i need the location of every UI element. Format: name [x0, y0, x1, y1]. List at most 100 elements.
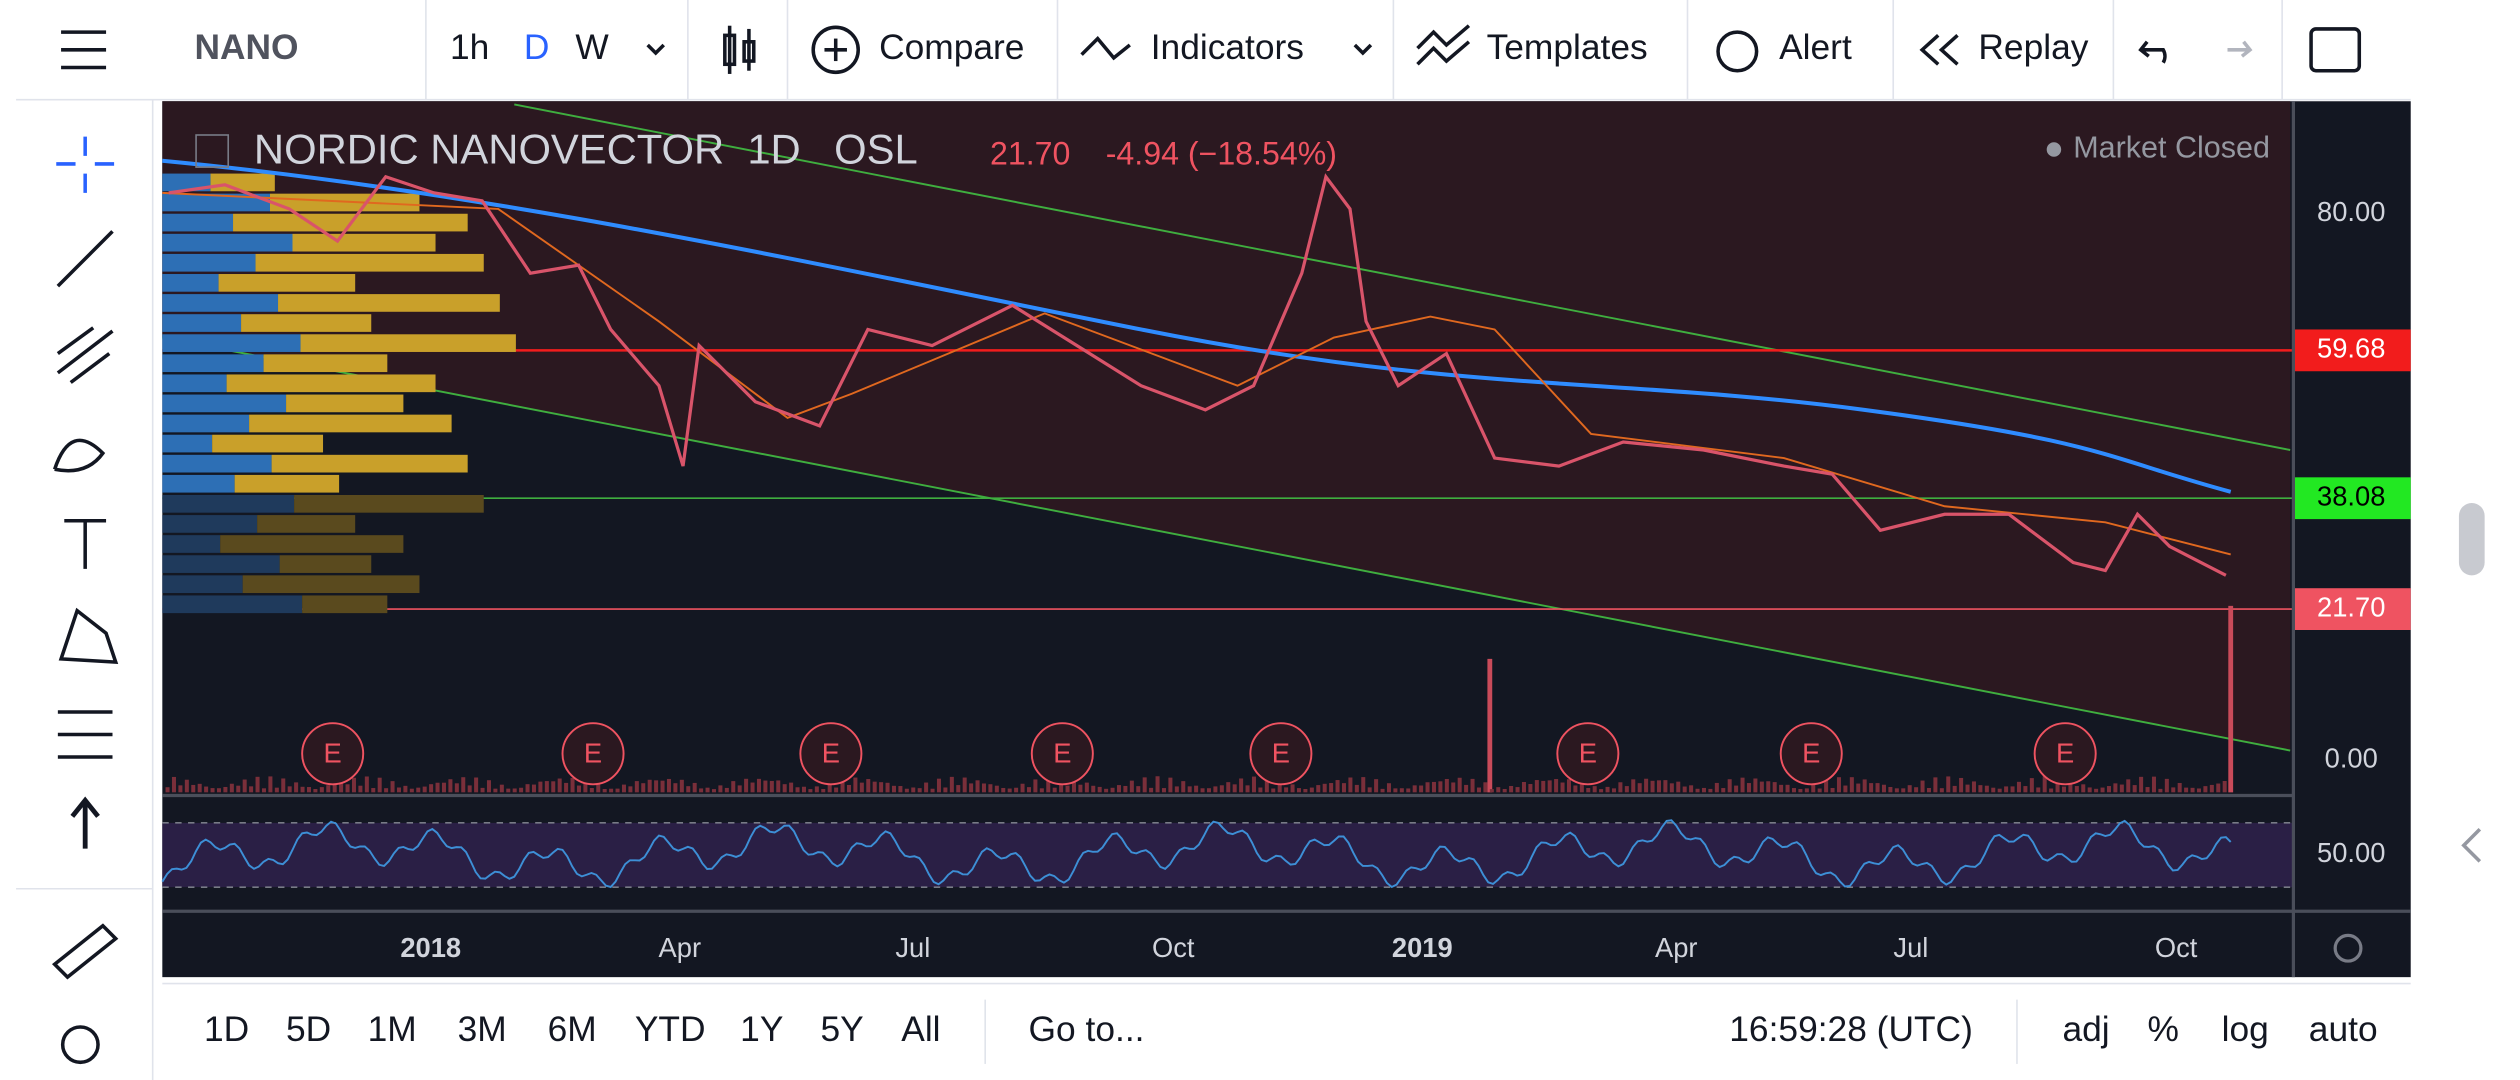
volume-bar	[493, 788, 498, 793]
undo-icon[interactable]	[2138, 40, 2167, 64]
symbol-exchange[interactable]: OSL	[834, 126, 918, 173]
alert-icon[interactable]	[1716, 30, 1759, 73]
volume-bar	[1284, 787, 1289, 793]
volume-bar	[2004, 786, 2009, 793]
toolbar-button[interactable]: Indicators	[1151, 28, 1304, 67]
interval-dropdown[interactable]	[646, 43, 666, 56]
scale-option[interactable]: auto	[2309, 1010, 2378, 1049]
volume-bar	[2151, 776, 2156, 793]
volume-bar	[1605, 786, 1610, 793]
range-button[interactable]: 3M	[458, 1010, 507, 1049]
fullscreen-icon[interactable]	[2309, 27, 2362, 73]
volume-bar	[988, 784, 993, 793]
volume-bar	[2055, 777, 2060, 793]
volume-bar	[1239, 778, 1244, 793]
volume-bar	[564, 782, 569, 793]
time-label: Apr	[1655, 932, 1698, 963]
interval[interactable]: D	[524, 28, 550, 67]
volume-bar	[377, 777, 382, 793]
drawing-tools[interactable]	[51, 136, 119, 1065]
scrollbar[interactable]	[2458, 503, 2485, 576]
goto-button[interactable]: Go to...	[1029, 1010, 1145, 1049]
collapse-icon[interactable]	[2461, 828, 2482, 863]
volume-bar	[1708, 788, 1713, 793]
time-axis: 2018 Apr Jul Oct 2019 Apr Jul Oct	[400, 932, 2197, 963]
volume-bar	[1277, 779, 1282, 793]
earnings-marker[interactable]	[2033, 722, 2097, 786]
earnings-marker[interactable]	[1556, 722, 1620, 786]
toolbar-button[interactable]: Compare	[879, 28, 1024, 67]
earnings-marker[interactable]	[799, 722, 863, 786]
volume-bar	[1734, 785, 1739, 793]
replay-icon[interactable]	[1919, 34, 1959, 66]
scale-option[interactable]: log	[2222, 1010, 2269, 1049]
volume-bar	[1881, 784, 1886, 793]
volume-bar	[441, 782, 446, 793]
range-button[interactable]: All	[901, 1010, 940, 1049]
scale-option[interactable]: adj	[2062, 1010, 2109, 1049]
redo-icon[interactable]	[2227, 40, 2253, 58]
toolbar-button[interactable]: Replay	[1978, 28, 2088, 67]
range-button[interactable]: 1D	[204, 1010, 249, 1049]
range-button[interactable]: 1Y	[740, 1010, 783, 1049]
interval[interactable]: W	[575, 28, 609, 67]
symbol-search[interactable]: NANO	[194, 28, 298, 67]
volume-bar	[782, 784, 787, 793]
profile-bar	[162, 354, 264, 373]
expand-icon[interactable]	[195, 134, 230, 168]
volume-bar	[827, 781, 832, 793]
interval[interactable]: 1h	[450, 28, 489, 67]
volume-bar	[1791, 788, 1796, 793]
volume-bar	[261, 788, 266, 793]
volume-bar	[666, 778, 671, 793]
volume-bar	[1001, 787, 1006, 793]
volume-bar	[1573, 785, 1578, 793]
volume-bar	[345, 784, 350, 793]
volume-bar	[2126, 779, 2131, 793]
earnings-marker[interactable]	[301, 722, 365, 786]
templates-icon[interactable]	[1416, 24, 1471, 66]
chart-type-icon[interactable]	[723, 25, 756, 74]
volume-bar	[583, 779, 588, 793]
volume-bar	[904, 788, 909, 793]
volume-bar	[1367, 787, 1372, 793]
scale-option[interactable]: %	[2147, 1010, 2178, 1049]
indicators-dropdown[interactable]	[1353, 43, 1373, 56]
volume-bar	[1798, 788, 1803, 793]
range-button[interactable]: 5Y	[821, 1010, 864, 1049]
toolbar-button[interactable]: Templates	[1487, 28, 1648, 67]
symbol-interval: 1D	[747, 126, 800, 173]
volume-bar	[1380, 788, 1385, 793]
toolbar-button[interactable]: Alert	[1779, 28, 1852, 67]
volume-bar	[1599, 789, 1604, 793]
profile-bar	[162, 515, 258, 533]
volume-bar	[2184, 787, 2189, 793]
volume-bar	[268, 776, 273, 793]
earnings-marker[interactable]	[1030, 722, 1094, 786]
volume-bar	[1611, 788, 1616, 793]
volume-bar	[1431, 781, 1436, 793]
volume-bar	[2100, 787, 2105, 793]
volume-bar	[1489, 789, 1494, 793]
range-button[interactable]: 5D	[286, 1010, 331, 1049]
volume-bar	[1129, 780, 1134, 793]
range-button[interactable]: YTD	[635, 1010, 706, 1049]
earnings-marker[interactable]	[1779, 722, 1843, 786]
compare-icon[interactable]	[811, 25, 860, 75]
menu-icon[interactable]	[61, 30, 107, 70]
volume-bar	[1592, 786, 1597, 793]
settings-icon[interactable]	[2333, 933, 2363, 963]
range-button[interactable]: 1M	[368, 1010, 417, 1049]
volume-bar	[1515, 787, 1520, 793]
volume-bar	[1907, 785, 1912, 793]
range-button[interactable]: 6M	[548, 1010, 597, 1049]
volume-bar	[512, 788, 517, 793]
profile-bar	[162, 274, 219, 292]
earnings-marker[interactable]	[1249, 722, 1313, 786]
volume-bar	[454, 783, 459, 793]
indicators-icon[interactable]	[1080, 35, 1131, 61]
volume-bar	[2139, 776, 2144, 793]
volume-bar	[924, 782, 929, 793]
earnings-marker[interactable]	[561, 722, 625, 786]
volume-bar	[956, 785, 961, 793]
